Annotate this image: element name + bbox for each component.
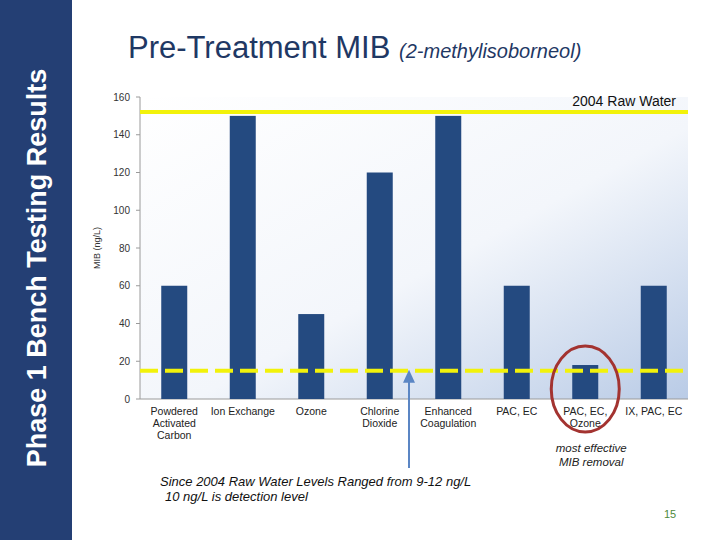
highlight-label: most effective MIB removal: [556, 442, 627, 468]
annotation-arrow: [408, 381, 410, 468]
slide: Phase 1 Bench Testing Results Pre-Treatme…: [0, 0, 720, 540]
y-axis-label: MIB (ng/L): [92, 227, 102, 269]
reference-line: [140, 369, 688, 373]
x-tick-label: PAC, EC: [496, 405, 538, 417]
x-tick-label-line: Activated: [153, 417, 196, 429]
bar: [504, 286, 530, 399]
x-tick-label: Ozone: [296, 405, 327, 417]
y-tick: [136, 134, 140, 135]
y-tick-label: 120: [113, 167, 130, 178]
x-tick-label-line: Carbon: [157, 429, 192, 441]
x-tick-label: IX, PAC, EC: [625, 405, 682, 417]
subtitle: (2-methylisoborneol): [399, 40, 581, 62]
x-axis: [140, 399, 688, 400]
page-number: 15: [664, 508, 676, 520]
y-tick-label: 100: [113, 205, 130, 216]
side-band: [0, 0, 72, 540]
y-tick-label: 20: [119, 356, 131, 367]
x-tick-label: PAC, EC,Ozone: [563, 405, 607, 429]
side-title: Phase 1 Bench Testing Results: [22, 69, 52, 468]
y-tick: [136, 361, 140, 362]
y-tick-label: 60: [119, 280, 131, 291]
y-tick: [136, 323, 140, 324]
bar: [161, 286, 187, 399]
y-tick: [136, 285, 140, 286]
y-tick: [136, 97, 140, 98]
x-tick-label-line: Chlorine: [360, 405, 399, 417]
y-tick: [136, 210, 140, 211]
bar: [641, 286, 667, 399]
reference-label: 2004 Raw Water: [572, 93, 676, 109]
highlight-circle: [551, 346, 619, 432]
y-tick: [136, 399, 140, 400]
reference-line: [140, 110, 688, 114]
x-tick-label-line: IX, PAC, EC: [625, 405, 682, 417]
annotation: Since 2004 Raw Water Levels Ranged from …: [160, 474, 471, 489]
x-tick-label: ChlorineDioxide: [360, 405, 399, 429]
x-tick-label-line: PAC, EC,: [563, 405, 607, 417]
x-tick-label: PowderedActivatedCarbon: [151, 405, 198, 441]
x-tick-label-line: PAC, EC: [496, 405, 538, 417]
x-tick-label-line: Dioxide: [362, 417, 397, 429]
highlight-label-line: most effective: [556, 442, 627, 454]
bar: [298, 314, 324, 399]
annotation: 10 ng/L is detection level: [165, 489, 309, 504]
title: Pre-Treatment MIB: [128, 30, 399, 65]
y-tick-label: 80: [119, 243, 131, 254]
title-group: Pre-Treatment MIB (2-methylisoborneol): [128, 30, 581, 65]
x-tick-label-line: Ion Exchange: [211, 405, 275, 417]
bars: [161, 116, 667, 399]
y-tick-label: 140: [113, 129, 130, 140]
x-tick-label-line: Ozone: [570, 417, 601, 429]
x-tick-label-line: Enhanced: [425, 405, 472, 417]
y-tick-label: 0: [124, 394, 130, 405]
annotation-arrowhead: [403, 370, 415, 383]
x-tick-label: EnhancedCoagulation: [420, 405, 476, 429]
reference-lines: [140, 112, 688, 371]
y-tick-label: 40: [119, 318, 131, 329]
y-tick-label: 160: [113, 92, 130, 103]
bar: [367, 173, 393, 400]
page: {"chart_data": {"type": "bar", "side_tit…: [0, 0, 720, 540]
x-tick-label-line: Powdered: [151, 405, 198, 417]
x-tick-label-line: Coagulation: [420, 417, 476, 429]
highlight-label-line: MIB removal: [559, 456, 624, 468]
x-tick-label: Ion Exchange: [211, 405, 275, 417]
x-tick-label-line: Ozone: [296, 405, 327, 417]
y-tick: [136, 248, 140, 249]
y-tick: [136, 172, 140, 173]
bar: [230, 116, 256, 399]
bar: [435, 116, 461, 399]
